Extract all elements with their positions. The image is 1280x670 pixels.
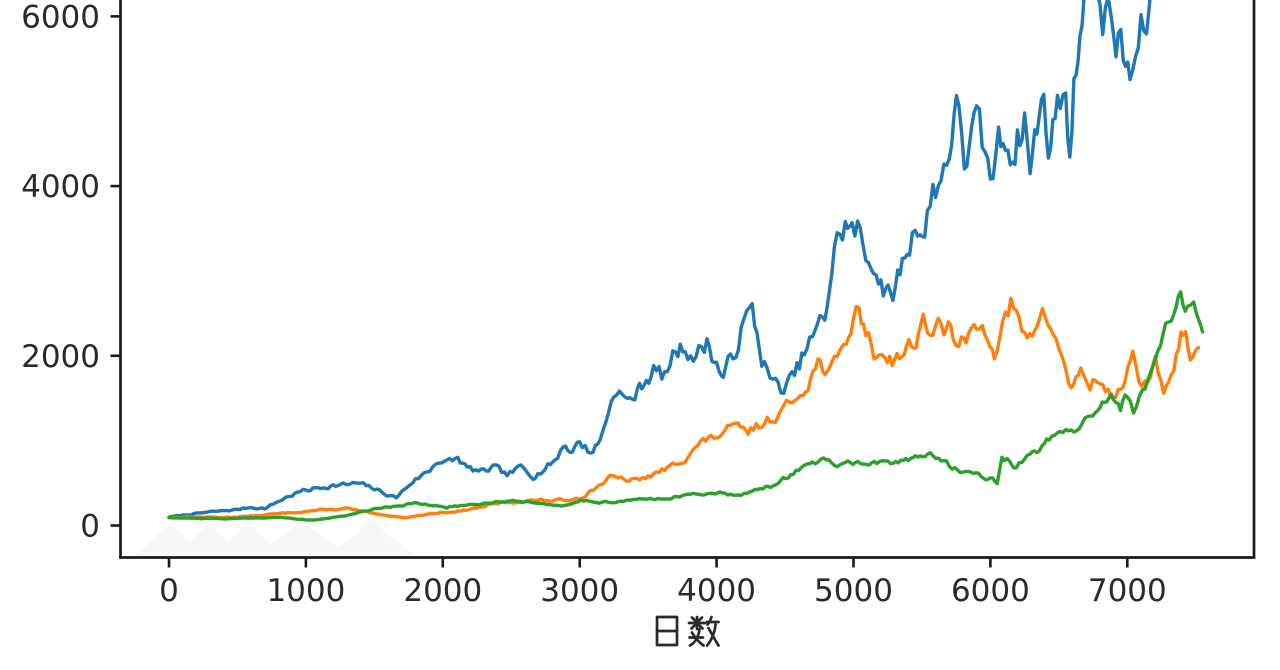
kanji-number-glyph: [687, 615, 720, 647]
axes: 0 2000 4000 6000 0 1000 2000 3000 4000 5000 6000 70…: [21, 0, 1256, 609]
x-axis-label: [655, 615, 720, 647]
x-axis-ticks: 0 1000 2000 3000 4000 5000 6000 7000: [159, 557, 1167, 609]
series-green-line: [167, 290, 1205, 522]
kanji-day-glyph: [655, 615, 679, 647]
x-tick-label: 1000: [266, 573, 345, 609]
x-tick-label: 5000: [814, 573, 893, 609]
plot-series: [167, 0, 1205, 522]
x-tick-label: 3000: [540, 573, 619, 609]
y-tick-label: 0: [80, 509, 100, 545]
y-tick-label: 4000: [21, 169, 100, 205]
x-tick-label: 2000: [403, 573, 482, 609]
y-axis-ticks: 0 2000 4000 6000: [21, 0, 121, 545]
x-tick-label: 6000: [951, 573, 1030, 609]
y-tick-label: 2000: [21, 339, 100, 375]
watermark-triangles: [134, 521, 416, 557]
x-tick-label: 4000: [677, 573, 756, 609]
x-tick-label: 0: [159, 573, 179, 609]
x-tick-label: 7000: [1088, 573, 1167, 609]
watermark-triangle: [328, 521, 416, 557]
series-blue-line: [167, 0, 1152, 519]
y-tick-label: 6000: [21, 0, 100, 35]
series-orange-line: [167, 296, 1201, 520]
